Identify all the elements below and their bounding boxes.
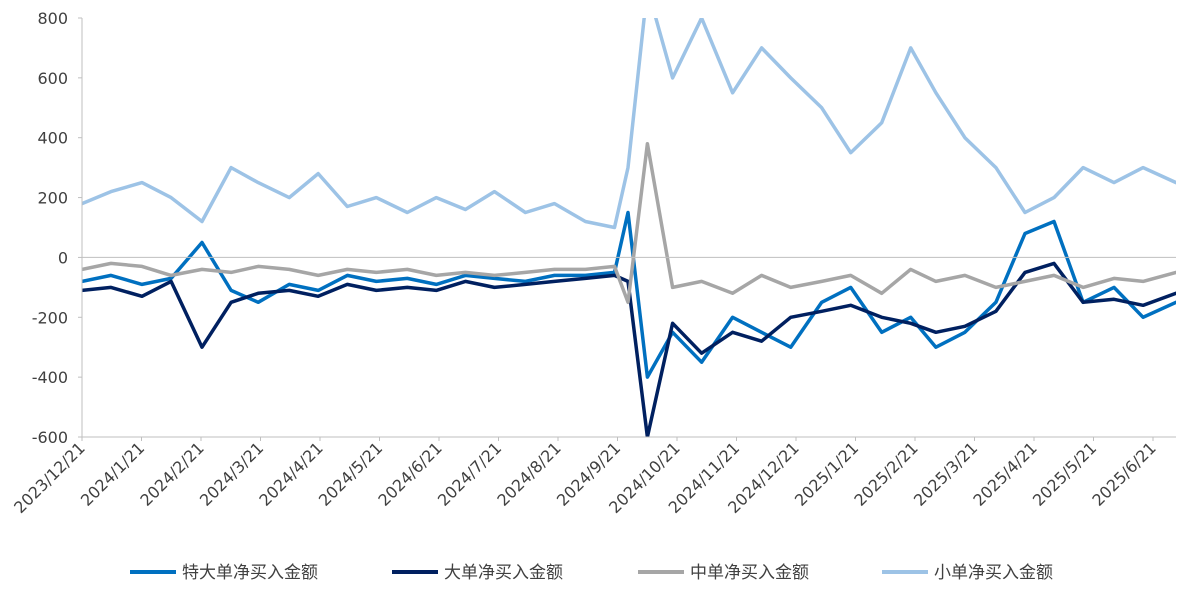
legend-label: 中单净买入金额 xyxy=(690,563,809,583)
x-tick-label: 2025/2/21 xyxy=(850,438,921,509)
y-axis-ticks: 800 600 400 200 0 -200 -400 -600 xyxy=(32,9,82,447)
y-tick-label: -400 xyxy=(32,368,68,387)
y-tick-label: 400 xyxy=(37,129,68,148)
y-tick-label: 200 xyxy=(37,189,68,208)
x-tick-label: 2025/4/21 xyxy=(969,438,1040,509)
y-tick-label: 800 xyxy=(37,9,68,28)
x-tick-label: 2025/3/21 xyxy=(910,438,981,509)
x-tick-label: 2025/5/21 xyxy=(1029,438,1100,509)
x-tick-label: 2025/1/21 xyxy=(791,438,862,509)
x-tick-label: 2024/7/21 xyxy=(434,438,505,509)
legend-label: 特大单净买入金额 xyxy=(182,563,318,583)
x-tick-label: 2024/1/21 xyxy=(77,438,148,509)
y-tick-label: 600 xyxy=(37,69,68,88)
legend: 特大单净买入金额 大单净买入金额 中单净买入金额 小单净买入金额 xyxy=(130,563,1053,583)
x-tick-label: 2023/12/21 xyxy=(10,438,89,517)
x-tick-label: 2025/6/21 xyxy=(1088,438,1159,509)
y-tick-label: -600 xyxy=(32,428,68,447)
x-axis-ticks: 2023/12/212024/1/212024/2/212024/3/21202… xyxy=(10,437,1160,517)
y-tick-label: 0 xyxy=(58,248,68,267)
series-line xyxy=(82,18,1176,230)
y-tick-label: -200 xyxy=(32,308,68,327)
x-tick-label: 2024/5/21 xyxy=(315,438,386,509)
x-tick-label: 2024/6/21 xyxy=(374,438,445,509)
series-line xyxy=(82,210,1176,379)
x-tick-label: 2024/3/21 xyxy=(196,438,267,509)
legend-label: 小单净买入金额 xyxy=(934,563,1053,583)
series-layer xyxy=(82,18,1176,437)
x-tick-label: 2024/8/21 xyxy=(493,438,564,509)
x-tick-label: 2024/2/21 xyxy=(136,438,207,509)
legend-label: 大单净买入金额 xyxy=(444,563,563,583)
x-tick-label: 2024/4/21 xyxy=(255,438,326,509)
series-line xyxy=(82,141,1176,305)
series-line xyxy=(82,261,1176,437)
